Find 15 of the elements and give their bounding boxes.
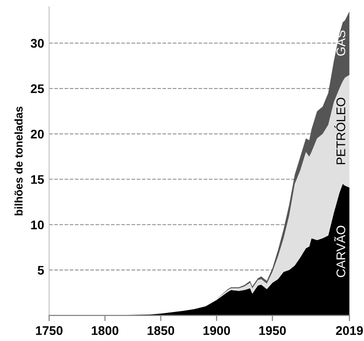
x-tick-label: 2019 <box>336 326 363 336</box>
y-axis-title: bilhões de toneladas <box>14 106 23 216</box>
x-tick-label: 1750 <box>36 326 63 336</box>
x-tick-label: 1800 <box>92 326 118 336</box>
series-label: PETRÓLEO <box>334 98 346 164</box>
y-tick-label: 15 <box>31 175 44 184</box>
x-tick-label: 1850 <box>148 326 174 336</box>
y-tick-label: 5 <box>38 266 44 275</box>
y-tick-label: 30 <box>30 38 44 48</box>
x-tick-label: 1900 <box>203 326 230 336</box>
x-tick-label: 1950 <box>259 326 286 336</box>
series-label: CARVÃO <box>334 226 346 278</box>
y-tick-label: 10 <box>31 220 44 230</box>
y-tick-label: 25 <box>30 84 44 94</box>
y-tick-label: 20 <box>30 130 44 139</box>
